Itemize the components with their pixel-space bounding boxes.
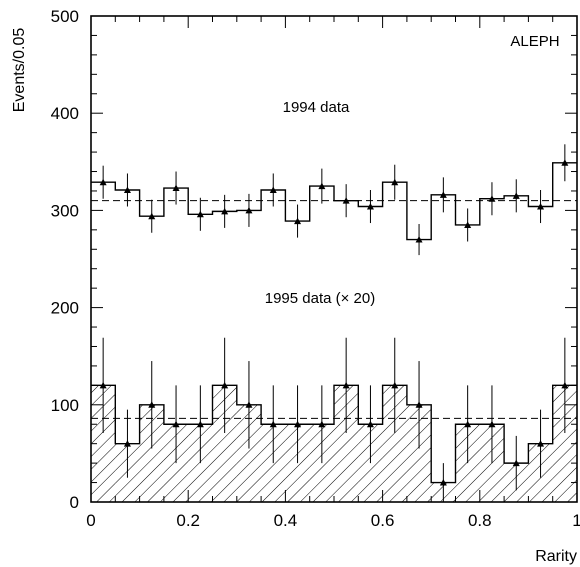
data-point (123, 186, 131, 193)
data-point (99, 381, 107, 389)
data-point (415, 236, 423, 243)
x-tick-labels: 0 0.2 0.4 0.6 0.8 1 (86, 511, 580, 530)
data-point (512, 192, 520, 199)
data-point (148, 212, 156, 220)
data-point (294, 217, 302, 225)
data-point (269, 420, 277, 428)
y-tick-labels: 0 100 200 300 400 500 (51, 7, 79, 512)
y-tick-label: 500 (51, 7, 79, 26)
experiment-label: ALEPH (510, 33, 559, 50)
data-point (391, 381, 399, 389)
label-1995-data: 1995 data (× 20) (265, 290, 376, 307)
data-point (123, 440, 131, 447)
data-point (561, 159, 569, 166)
data-point (245, 401, 253, 408)
data-point (464, 221, 472, 228)
y-tick-label: 100 (51, 396, 79, 415)
axis-ticks (90, 15, 578, 503)
data-point (172, 184, 180, 192)
data-point (488, 420, 496, 428)
data-point (294, 420, 302, 428)
data-point (245, 206, 253, 214)
data-point (439, 479, 447, 486)
data-point (391, 178, 399, 186)
y-tick-label: 300 (51, 201, 79, 220)
data-point (464, 420, 472, 428)
data-point (318, 420, 326, 428)
data-point (221, 381, 229, 389)
data-point (366, 420, 374, 428)
x-tick-label: 0 (86, 511, 95, 530)
data-point (439, 191, 447, 198)
data-point (366, 203, 374, 210)
x-tick-label: 0.4 (274, 511, 298, 530)
data-point (561, 381, 569, 389)
data-point (196, 210, 204, 218)
data-point (415, 401, 423, 408)
y-tick-label: 0 (70, 493, 79, 512)
data-point (148, 401, 156, 408)
label-1994-data: 1994 data (283, 99, 350, 116)
x-axis-title: Rarity (535, 548, 577, 565)
data-point (342, 197, 350, 204)
hatch-fill-layer (91, 385, 577, 502)
x-tick-label: 1 (572, 511, 580, 530)
x-tick-label: 0.6 (371, 511, 395, 530)
marker-layer (99, 159, 569, 486)
y-axis-title: Events/0.05 (11, 28, 28, 113)
y-tick-label: 200 (51, 299, 79, 318)
data-point (342, 381, 350, 389)
x-tick-label: 0.2 (176, 511, 200, 530)
data-point (99, 178, 107, 186)
y-tick-label: 400 (51, 104, 79, 123)
data-point (172, 420, 180, 428)
data-point (537, 440, 545, 447)
data-point (318, 182, 326, 190)
data-point (269, 186, 277, 193)
data-point (512, 459, 520, 467)
data-point (221, 207, 229, 215)
x-tick-label: 0.8 (468, 511, 492, 530)
data-point (488, 195, 496, 202)
data-point (537, 203, 545, 210)
data-point (196, 420, 204, 428)
